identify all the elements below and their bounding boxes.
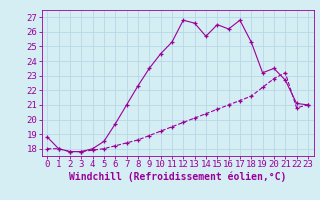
X-axis label: Windchill (Refroidissement éolien,°C): Windchill (Refroidissement éolien,°C) bbox=[69, 172, 286, 182]
